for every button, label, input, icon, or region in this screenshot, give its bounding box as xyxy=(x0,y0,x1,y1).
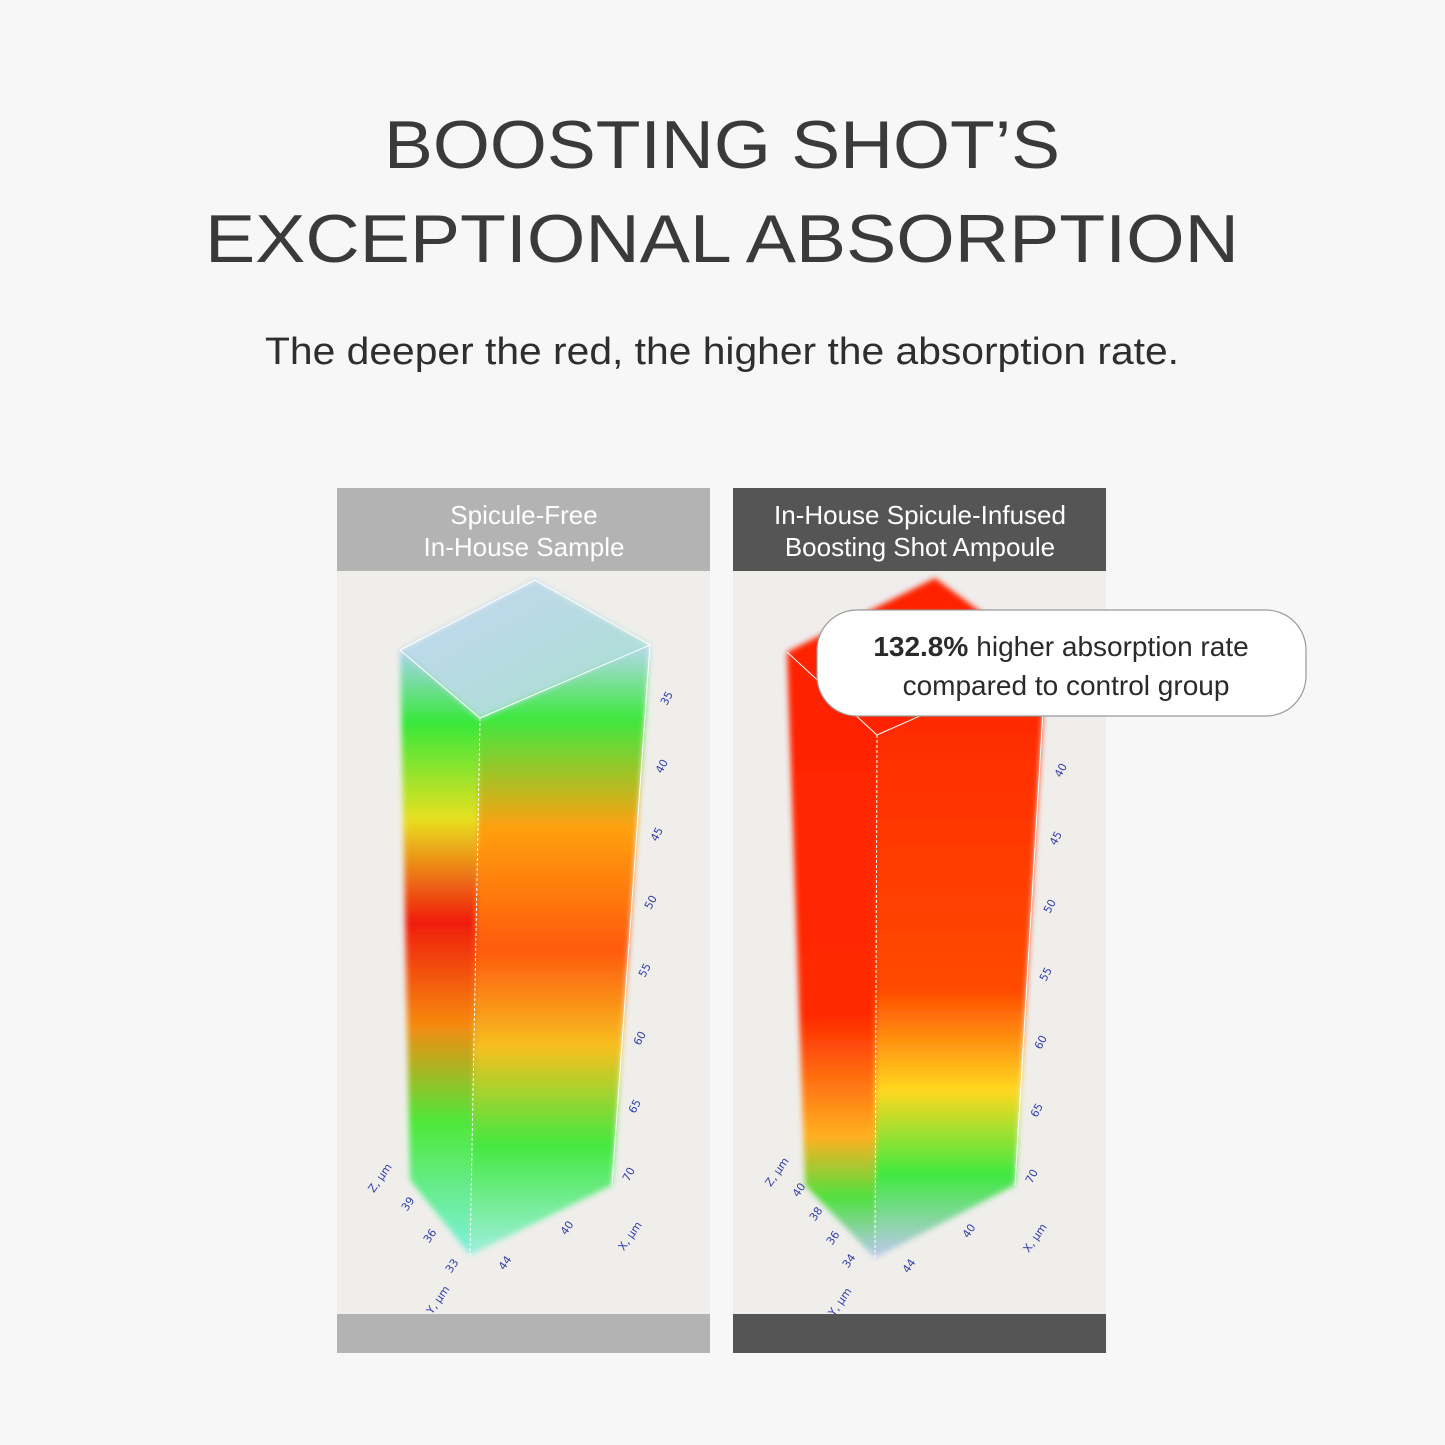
block-face xyxy=(875,660,1046,1258)
panel-header xyxy=(733,488,1106,571)
axis-tick-label: 60 xyxy=(631,1029,649,1047)
heat-block xyxy=(400,580,650,1255)
subtitle: The deeper the red, the higher the absor… xyxy=(265,331,1179,373)
callout-line: 132.8% higher absorption rate xyxy=(873,631,1248,662)
callout-highlight: 132.8% xyxy=(873,631,968,662)
axis-tick-label: 45 xyxy=(648,825,666,843)
callout-text: higher absorption rate xyxy=(976,631,1248,662)
axis-tick-label: 35 xyxy=(658,689,676,707)
axis-tick-label: 50 xyxy=(1041,897,1059,915)
panel-label: Spicule-Free xyxy=(450,500,597,530)
block-edge xyxy=(469,717,481,1256)
axis-tick-label: 40 xyxy=(653,757,671,775)
block-face xyxy=(470,645,650,1255)
axis-tick-label: 45 xyxy=(1047,829,1065,847)
panel-footer xyxy=(733,1314,1106,1353)
axis-tick-label: 70 xyxy=(1023,1167,1041,1185)
callout-text: compared to control group xyxy=(903,670,1230,701)
axis-tick-label: 65 xyxy=(1028,1101,1046,1119)
callout: 132.8% higher absorption rate compared to… xyxy=(816,609,1307,717)
panel: Spicule-Free In-House Sample 35 40 45 50 55 6… xyxy=(337,488,710,1353)
axis-tick-label: 40 xyxy=(1052,761,1070,779)
panel-header xyxy=(337,488,710,571)
callout-box xyxy=(816,609,1307,717)
axis-tick-label: 60 xyxy=(1032,1033,1050,1051)
block-edge xyxy=(1014,659,1047,1186)
title-line: BOOSTING SHOT’S xyxy=(384,107,1060,183)
axis-tick-label: 50 xyxy=(642,893,660,911)
panel-footer xyxy=(337,1314,710,1353)
block-top xyxy=(400,580,650,718)
block-face xyxy=(400,650,480,1255)
title-line: EXCEPTIONAL ABSORPTION xyxy=(205,201,1239,277)
axis-tick-label: 55 xyxy=(1037,965,1055,983)
block-face xyxy=(787,652,877,1258)
panel-label: In-House Spicule-Infused xyxy=(774,500,1066,530)
axis-tick-label: 55 xyxy=(636,961,654,979)
panel-label: Boosting Shot Ampoule xyxy=(785,532,1055,562)
axis-tick-label: 70 xyxy=(620,1165,638,1183)
panel-label: In-House Sample xyxy=(424,532,625,562)
axis-tick-label: 65 xyxy=(626,1097,644,1115)
block-edge xyxy=(611,644,651,1186)
block-edge xyxy=(874,734,878,1259)
